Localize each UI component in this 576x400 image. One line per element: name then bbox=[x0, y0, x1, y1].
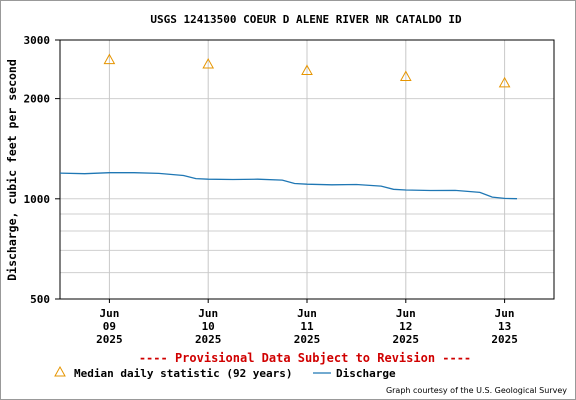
median-triangle-point bbox=[301, 64, 313, 75]
legend-triangle-icon bbox=[54, 365, 66, 377]
x-tick-label: 2025 bbox=[195, 333, 222, 346]
series-layer bbox=[59, 53, 518, 200]
y-tick-label: 500 bbox=[30, 293, 50, 306]
x-tick-label: Jun bbox=[99, 307, 119, 320]
x-tick-label: 10 bbox=[202, 320, 215, 333]
y-tick-label: 3000 bbox=[24, 34, 51, 47]
median-triangle-point bbox=[399, 70, 412, 82]
x-tick-label: 2025 bbox=[393, 333, 420, 346]
grid bbox=[60, 39, 554, 299]
provisional-note: ---- Provisional Data Subject to Revisio… bbox=[139, 351, 471, 365]
x-tick-label: 2025 bbox=[491, 333, 518, 346]
median-triangle-point bbox=[498, 76, 511, 88]
x-tick-label: Jun bbox=[198, 307, 218, 320]
x-tick-label: 2025 bbox=[294, 333, 321, 346]
legend: Median daily statistic (92 years) Discha… bbox=[54, 365, 396, 380]
x-tick-label: Jun bbox=[396, 307, 416, 320]
discharge-series-line bbox=[59, 172, 518, 200]
legend-median-label: Median daily statistic (92 years) bbox=[74, 367, 293, 380]
x-tick-label: 12 bbox=[399, 320, 412, 333]
x-tick-label: Jun bbox=[297, 307, 317, 320]
x-tick-label: Jun bbox=[495, 307, 515, 320]
chart-title: USGS 12413500 COEUR D ALENE RIVER NR CAT… bbox=[150, 13, 462, 26]
y-tick-label: 1000 bbox=[24, 193, 51, 206]
x-tick-label: 13 bbox=[498, 320, 511, 333]
y-tick-label: 2000 bbox=[24, 93, 51, 106]
median-triangle-point bbox=[202, 58, 215, 69]
y-axis-label: Discharge, cubic feet per second bbox=[5, 59, 19, 281]
x-tick-label: 2025 bbox=[96, 333, 123, 346]
credit-text: Graph courtesy of the U.S. Geological Su… bbox=[386, 386, 567, 395]
x-axis-ticks: Jun092025Jun102025Jun112025Jun122025Jun1… bbox=[96, 299, 518, 346]
legend-discharge-label: Discharge bbox=[336, 367, 396, 380]
y-axis-ticks: 3000 2000 1000 500 bbox=[24, 34, 60, 306]
x-tick-label: 09 bbox=[103, 320, 116, 333]
median-triangle-point bbox=[103, 53, 116, 65]
x-tick-label: 11 bbox=[300, 320, 314, 333]
